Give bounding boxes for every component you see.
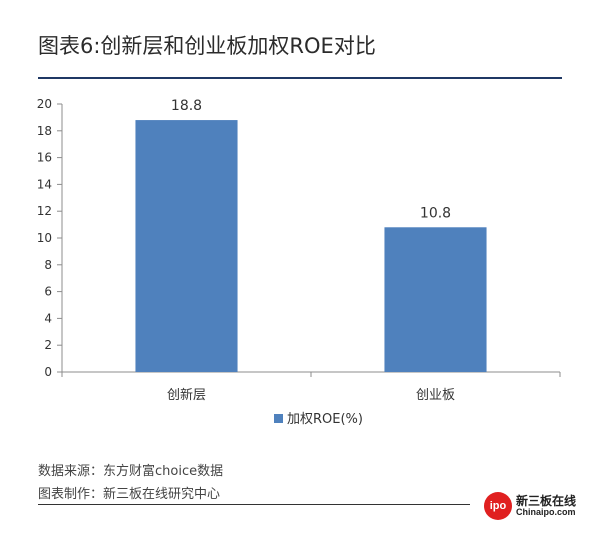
legend-label: 加权ROE(%) — [287, 411, 363, 427]
y-tick-label: 4 — [44, 311, 52, 325]
y-tick-label: 0 — [44, 365, 52, 379]
y-tick-label: 2 — [44, 338, 52, 352]
y-tick-label: 16 — [37, 151, 52, 165]
y-tick-label: 8 — [44, 258, 52, 272]
footer-divider — [38, 504, 470, 505]
bar-chart: 0 2 4 6 8 10 12 14 16 18 20 创新层 创业板 18.8 10.8 加权ROE(… — [37, 97, 561, 427]
data-label: 18.8 — [171, 98, 202, 114]
bar — [384, 227, 487, 372]
x-axis: 创新层 创业板 — [61, 371, 561, 403]
data-source: 数据来源：东方财富choice数据 — [38, 464, 224, 479]
brand-logo: ipo 新三板在线 Chinaipo.com — [484, 492, 584, 522]
y-tick-label: 18 — [37, 124, 52, 138]
x-tick-label: 创新层 — [167, 387, 206, 403]
chart-maker: 图表制作：新三板在线研究中心 — [38, 487, 221, 502]
y-tick-label: 20 — [37, 97, 52, 111]
legend: 加权ROE(%) — [274, 411, 363, 427]
bar — [135, 120, 238, 372]
y-tick-label: 12 — [37, 204, 52, 218]
y-tick-label: 14 — [37, 177, 52, 191]
logo-name: 新三板在线 — [516, 494, 577, 508]
chart-title: 图表6:创新层和创业板加权ROE对比 — [38, 34, 376, 58]
ipo-logo-icon: ipo — [484, 492, 512, 520]
y-tick-label: 6 — [44, 285, 52, 299]
data-label: 10.8 — [420, 205, 451, 221]
bars: 18.8 10.8 — [135, 98, 487, 372]
logo-url: Chinaipo.com — [516, 507, 576, 517]
x-tick-label: 创业板 — [416, 388, 455, 403]
y-tick-label: 10 — [37, 231, 52, 245]
legend-swatch — [274, 414, 283, 423]
y-axis: 0 2 4 6 8 10 12 14 16 18 20 — [37, 97, 63, 379]
title-divider — [38, 77, 562, 79]
